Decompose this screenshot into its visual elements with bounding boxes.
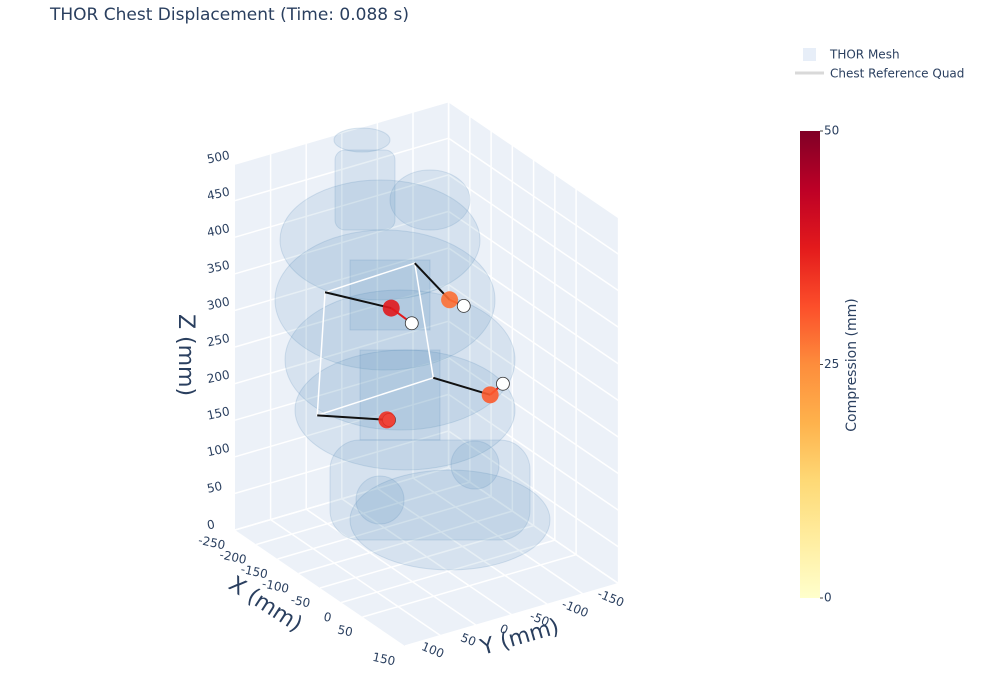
mesh-part xyxy=(355,475,405,525)
y-tick-label: 50 xyxy=(459,630,478,649)
reference-point xyxy=(404,316,419,331)
legend-swatch xyxy=(803,48,816,61)
mesh-part xyxy=(279,179,481,301)
z-tick-label: 0 xyxy=(206,517,216,532)
x-tick-label: -50 xyxy=(289,593,311,611)
mesh-part xyxy=(294,349,516,471)
z-axis-title: Z (mm) xyxy=(173,314,198,396)
z-tick-label: 450 xyxy=(206,185,231,203)
x-tick-label: 50 xyxy=(336,622,354,639)
mesh-part xyxy=(359,349,441,441)
z-tick-label: 350 xyxy=(206,258,231,276)
colorbar-tick-label: 0 xyxy=(824,591,832,605)
z-tick-label: 400 xyxy=(206,221,231,239)
z-tick-label: 300 xyxy=(206,294,231,312)
y-tick-label: -50 xyxy=(528,609,551,629)
connector xyxy=(317,414,387,421)
compression-point xyxy=(481,386,499,404)
z-tick-label: 200 xyxy=(206,368,231,386)
x-tick-label: -250 xyxy=(197,533,227,552)
mesh-part xyxy=(450,440,500,490)
connector xyxy=(432,376,491,396)
mesh-part xyxy=(349,469,551,571)
mesh-part xyxy=(329,439,531,541)
z-tick-label: 500 xyxy=(206,148,231,166)
mesh-part xyxy=(274,229,496,371)
compression-point xyxy=(382,299,400,317)
y-tick-label: -150 xyxy=(596,587,626,610)
x-tick-label: 150 xyxy=(371,650,396,668)
colorbar-tick-label: 50 xyxy=(824,124,839,138)
mesh-part xyxy=(333,127,391,153)
legend-label[interactable]: THOR Mesh xyxy=(829,48,900,62)
legend: THOR Mesh Chest Reference Quad xyxy=(795,48,964,81)
legend-label[interactable]: Chest Reference Quad xyxy=(830,67,964,81)
scene-data xyxy=(316,262,510,429)
compression-point xyxy=(378,411,396,429)
x-tick-label: -150 xyxy=(240,562,270,581)
mesh-part xyxy=(284,289,516,431)
y-tick-label: 100 xyxy=(420,639,446,661)
colorbar-tick-label: 25 xyxy=(824,357,839,371)
colorbar-title: Compression (mm) xyxy=(844,298,860,432)
z-tick-label: 250 xyxy=(206,331,231,349)
x-tick-label: -100 xyxy=(261,577,291,596)
y-tick-label: -100 xyxy=(560,597,590,620)
axis-labels: 050100150200250300350400450500-250-200-1… xyxy=(197,148,626,668)
reference-point xyxy=(496,376,510,391)
x-tick-label: -200 xyxy=(218,548,248,567)
grid-line xyxy=(376,487,548,606)
x-tick-label: 0 xyxy=(322,610,332,625)
z-tick-label: 150 xyxy=(206,404,231,422)
mesh-part xyxy=(334,149,396,231)
z-tick-label: 100 xyxy=(206,441,231,459)
chart-title: THOR Chest Displacement (Time: 0.088 s) xyxy=(49,5,409,25)
grid-line xyxy=(305,508,477,626)
colorbar: Compression (mm) 0 25 50 xyxy=(800,124,860,605)
z-tick-label: 50 xyxy=(206,479,224,496)
mesh-part xyxy=(389,169,471,231)
grid-line xyxy=(412,477,584,595)
colorbar-scale xyxy=(800,131,820,598)
scene-grid xyxy=(234,100,620,647)
connector xyxy=(324,291,392,310)
compression-point xyxy=(441,291,459,309)
grid-line xyxy=(270,518,442,637)
grid-line xyxy=(448,466,620,585)
reference-point xyxy=(456,298,471,313)
grid-line xyxy=(341,498,513,616)
